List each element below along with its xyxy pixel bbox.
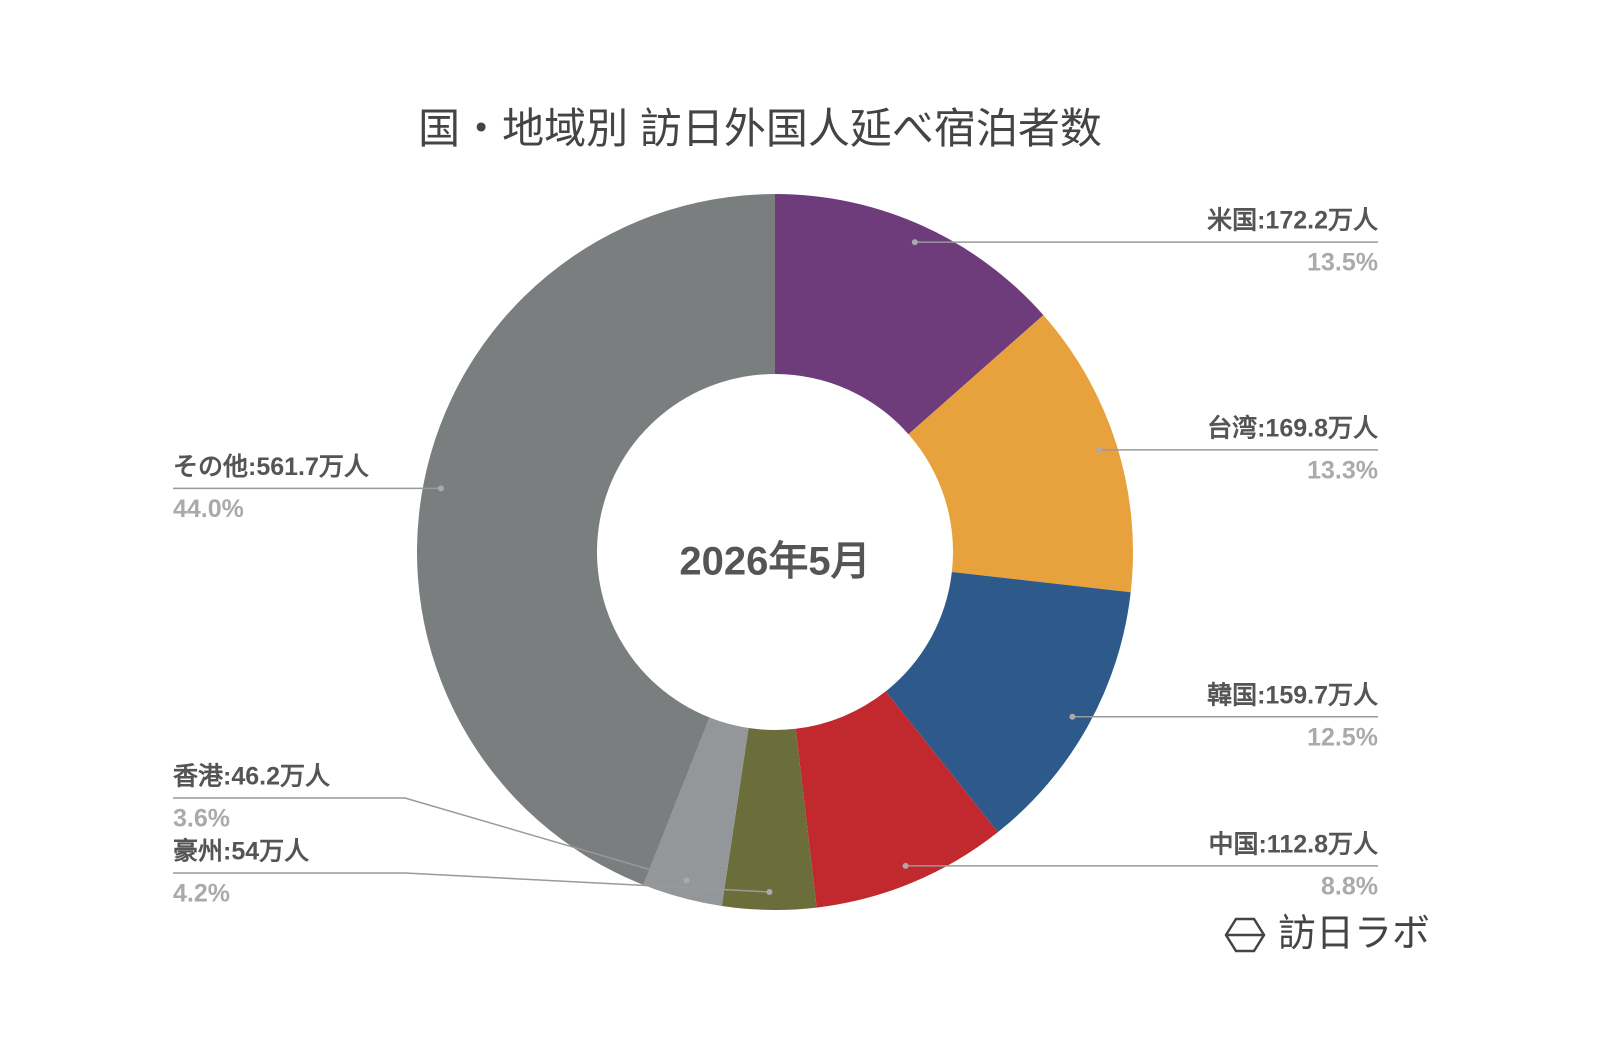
leader-dot — [1096, 446, 1103, 453]
donut-slice — [417, 194, 775, 885]
slice-percent: 13.3% — [1307, 456, 1378, 484]
slice-label: 台湾:169.8万人 — [1207, 413, 1378, 442]
leader-dot — [902, 862, 909, 869]
donut-slice — [775, 194, 1044, 435]
slice-percent: 13.5% — [1307, 249, 1378, 277]
leader-dot — [683, 877, 690, 884]
slice-label: 韓国:159.7万人 — [1207, 681, 1378, 709]
logo: 訪日ラボ — [1224, 913, 1430, 955]
slice-label: その他:561.7万人 — [173, 453, 369, 481]
slice-percent: 44.0% — [173, 495, 244, 523]
leader-dot — [766, 888, 773, 895]
slice-label: 香港:46.2万人 — [173, 762, 330, 791]
slice-percent: 3.6% — [173, 805, 230, 833]
donut-slice — [908, 315, 1133, 593]
leader-line — [173, 797, 687, 882]
slice-percent: 4.2% — [173, 880, 230, 908]
center-label: 2026年5月 — [679, 540, 870, 584]
slice-label: 米国:172.2万人 — [1207, 207, 1378, 235]
chart-title: 国・地域別 訪日外国人延べ宿泊者数 — [418, 105, 1102, 152]
donut-slice — [643, 717, 749, 907]
slice-label: 豪州:54万人 — [173, 837, 309, 866]
logo-icon — [1224, 917, 1266, 953]
leader-dot — [438, 485, 445, 492]
donut-slice — [885, 572, 1131, 833]
leader-dot — [911, 239, 918, 246]
slice-label: 中国:112.8万人 — [1208, 831, 1378, 859]
slice-percent: 12.5% — [1307, 723, 1378, 751]
logo-text: 訪日ラボ — [1278, 913, 1430, 955]
leader-line — [173, 872, 770, 893]
slice-percent: 8.8% — [1321, 873, 1378, 901]
donut-slice — [795, 691, 998, 908]
leader-dot — [1069, 713, 1076, 720]
donut-slice — [721, 728, 817, 910]
